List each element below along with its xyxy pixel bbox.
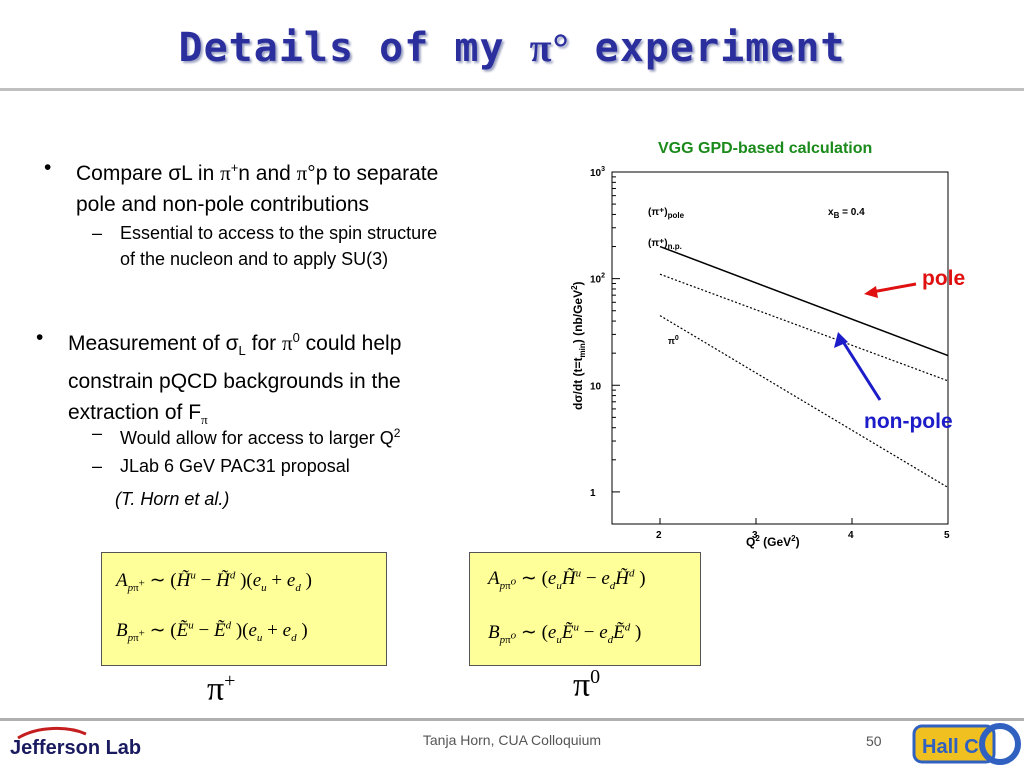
bullet-2-for: for (245, 332, 282, 355)
bullet-2-pi: π (281, 331, 293, 355)
series-line-1 (659, 273, 949, 382)
bullet-2-subL: L (238, 343, 246, 359)
jlab-logo-text: Jefferson Lab (10, 737, 141, 759)
sub-2-1-sup: 2 (393, 426, 401, 440)
sub-2-1-text: Would allow for access to larger Q (120, 428, 394, 448)
x-tick-label: 5 (944, 530, 950, 541)
vgg-plot: 2 3 4 5 1 10 102 103 (π⁺)pole (π⁺)n.p. π0 xB = … (570, 166, 950, 549)
jefferson-lab-logo: Jefferson Lab (10, 726, 141, 759)
sub-dash: – (92, 423, 103, 443)
pole-arrow-head (864, 286, 878, 298)
equation-box-pi-plus: Apπ+ ∼ (H̃u − H̃d )(eu + ed ) Bpπ+ ∼ (Ẽu… (101, 552, 387, 666)
bullet-2-line2: constrain pQCD backgrounds in the (68, 370, 401, 394)
equation-box-pi-zero: Apπo ∼ (euH̃u − edH̃d ) Bpπo ∼ (euẼu − e… (469, 552, 701, 666)
pole-arrow (871, 282, 917, 294)
bullet-2-prefix: Measurement of σ (68, 332, 239, 355)
bullet-1-sup1: + (230, 160, 239, 175)
bullet-1-sub-1: – Essential to access to the spin struct… (92, 220, 540, 272)
sub-1-line1: Essential to access to the spin structur… (120, 223, 438, 243)
nonpole-arrow-head (834, 332, 848, 348)
hall-c-text: Hall C (922, 736, 979, 758)
eq-A-pi-zero: Apπo ∼ (euH̃u − edH̃d ) (488, 567, 646, 592)
plot-lines (659, 245, 949, 489)
bullet-2-subpi: π (201, 412, 208, 428)
title-rule (0, 88, 1024, 91)
x-tick-label: 4 (848, 530, 854, 541)
page-number: 50 (866, 733, 882, 749)
reference-note: (T. Horn et al.) (115, 489, 230, 509)
bullet-2-rest: could help (299, 332, 402, 355)
sub-2-2-text: JLab 6 GeV PAC31 proposal (120, 456, 350, 476)
bullet-2: • Measurement of σL for π0 could help co… (36, 322, 528, 435)
bullet-2-sub-1: – Would allow for access to larger Q2 (92, 420, 520, 451)
plot-title: VGG GPD-based calculation (658, 140, 873, 157)
jlab-swoosh (17, 726, 87, 740)
bullet-1-deg: ° (307, 162, 316, 185)
bullet-1-mid: n and (238, 162, 297, 185)
footer-rule (0, 718, 1024, 721)
nonpole-label: non-pole (864, 410, 953, 433)
eq-B-pi-plus: Bpπ+ ∼ (Ẽu − Ẽd )(eu + ed ) (116, 619, 308, 644)
eq-A-pi-plus: Apπ+ ∼ (H̃u − H̃d )(eu + ed ) (116, 569, 312, 594)
nonpole-arrow (840, 339, 882, 401)
y-tick-label: 102 (590, 273, 605, 286)
bullet-1-prefix: Compare σL in (76, 162, 221, 185)
arrow-overlay (834, 282, 917, 401)
bullet-1-pi2: π (296, 161, 308, 185)
x-tick-label: 3 (752, 530, 758, 541)
y-tick-label: 10 (590, 381, 602, 392)
title-text: Details of my (178, 25, 505, 71)
bullet-dot: • (44, 156, 52, 179)
y-tick-label: 103 (590, 166, 605, 179)
legend-np: (π⁺)n.p. (648, 238, 682, 251)
legend-pole: (π⁺)pole (648, 207, 685, 220)
series-line-0 (659, 245, 949, 357)
bullet-1-rest: p to separate (315, 162, 439, 185)
hall-c-bg (912, 724, 996, 764)
bullet-1-line2: pole and non-pole contributions (76, 193, 370, 216)
x-axis-label: Q2 (GeV2) (746, 534, 800, 549)
bullet-dot: • (36, 326, 44, 349)
bullet-2-sup0: 0 (292, 330, 300, 345)
bullet-2-line3: extraction of F (68, 401, 202, 425)
label-pi-plus: π+ (207, 670, 236, 708)
footer-text: Tanja Horn, CUA Colloquium (422, 732, 602, 748)
sub-1-line2: of the nucleon and to apply SU(3) (120, 249, 389, 269)
slide-title: Details of my π° experiment (0, 24, 1024, 71)
annotation-xb: xB = 0.4 (828, 207, 865, 220)
y-tick-label: 1 (590, 488, 596, 499)
bullet-1: • Compare σL in π+n and π°p to separate … (44, 152, 536, 220)
legend-pi0: π0 (668, 335, 679, 346)
title-pi: π° (529, 25, 570, 70)
hall-c-logo: Hall C (912, 723, 1021, 765)
y-axis-label: dσ/dt (t=tmin) (nb/GeV2) (570, 281, 587, 410)
label-pi-zero: π0 (573, 666, 601, 704)
plot-frame (611, 171, 949, 525)
title-suffix: experiment (594, 25, 846, 71)
x-tick-label: 2 (656, 530, 662, 541)
sub-dash: – (92, 456, 103, 476)
sub-dash: – (92, 223, 103, 243)
eq-B-pi-zero: Bpπo ∼ (euẼu − edẼd ) (488, 621, 642, 646)
bullet-1-pi1: π (220, 161, 231, 185)
hall-c-c (979, 723, 1021, 765)
bullet-2-sub-2: – JLab 6 GeV PAC31 proposal (92, 453, 520, 479)
pole-label: pole (922, 267, 966, 290)
